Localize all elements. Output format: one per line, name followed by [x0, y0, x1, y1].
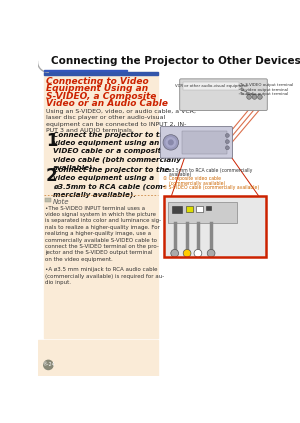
Circle shape	[44, 360, 53, 370]
Circle shape	[252, 95, 257, 99]
Text: Video or an Audio Cable: Video or an Audio Cable	[46, 99, 168, 108]
Text: Note: Note	[53, 199, 70, 205]
Text: ① Composite video cable: ① Composite video cable	[163, 176, 221, 181]
Text: ① S-VIDEO cable (commercially available): ① S-VIDEO cable (commercially available)	[163, 185, 259, 190]
Text: To video output terminal: To video output terminal	[240, 88, 288, 92]
Text: 1: 1	[46, 132, 58, 150]
FancyBboxPatch shape	[160, 126, 232, 158]
Bar	[196, 206, 202, 212]
Text: •The S-VIDEO INPUT terminal uses a
video signal system in which the picture
is s: •The S-VIDEO INPUT terminal uses a video…	[45, 206, 161, 262]
Circle shape	[225, 134, 229, 137]
Bar	[168, 202, 238, 223]
Bar	[38, 69, 270, 70]
Text: Using an S-VIDEO, video, or audio cable, a VCR,
laser disc player or other audio: Using an S-VIDEO, video, or audio cable,…	[46, 109, 196, 133]
Bar	[160, 72, 270, 338]
Bar	[183, 82, 239, 90]
Circle shape	[171, 250, 178, 257]
Bar	[38, 340, 158, 376]
Text: Connect the projector to the
video equipment using an S-
VIDEO cable or a compos: Connect the projector to the video equip…	[53, 132, 181, 171]
Text: Equipment Using an: Equipment Using an	[46, 84, 148, 93]
Text: 2: 2	[46, 167, 58, 185]
Text: Connecting to Video: Connecting to Video	[46, 77, 149, 86]
Bar	[164, 195, 266, 257]
Text: S-VIDEO, a Composite: S-VIDEO, a Composite	[46, 91, 156, 101]
Circle shape	[194, 250, 202, 257]
Circle shape	[247, 95, 251, 99]
Text: Connect the projector to the
video equipment using a
ø3.5mm to RCA cable (com-
m: Connect the projector to the video equip…	[53, 167, 170, 198]
Circle shape	[163, 135, 178, 150]
Text: VCR or other audio-visual equipment: VCR or other audio-visual equipment	[175, 84, 247, 88]
Bar	[164, 195, 266, 257]
Bar	[206, 206, 211, 210]
Text: (commercially available): (commercially available)	[163, 181, 225, 186]
Bar	[186, 206, 193, 212]
Circle shape	[169, 140, 173, 145]
Circle shape	[258, 95, 262, 99]
Text: ®-24: ®-24	[42, 363, 55, 368]
Text: To S-VIDEO output terminal: To S-VIDEO output terminal	[240, 83, 293, 87]
Circle shape	[166, 138, 176, 147]
Bar	[44, 72, 158, 75]
Text: Connecting the Projector to Other Devices (cont.): Connecting the Projector to Other Device…	[52, 56, 300, 66]
Bar	[172, 206, 182, 213]
Text: •A ø3.5 mm minijack to RCA audio cable
(commercially available) is required for : •A ø3.5 mm minijack to RCA audio cable (…	[45, 267, 164, 285]
Circle shape	[225, 140, 229, 143]
Bar	[44, 72, 158, 338]
Text: ② ø3.5mm to RCA cable (commercially: ② ø3.5mm to RCA cable (commercially	[163, 168, 252, 173]
Text: available): available)	[163, 172, 191, 177]
Text: To audio output terminal: To audio output terminal	[240, 92, 288, 96]
Bar	[45, 198, 52, 203]
Bar	[38, 51, 270, 71]
Bar	[182, 131, 226, 154]
Circle shape	[225, 146, 229, 150]
Circle shape	[183, 250, 191, 257]
FancyBboxPatch shape	[180, 79, 267, 110]
Circle shape	[207, 250, 215, 257]
Bar	[44, 70, 128, 71]
